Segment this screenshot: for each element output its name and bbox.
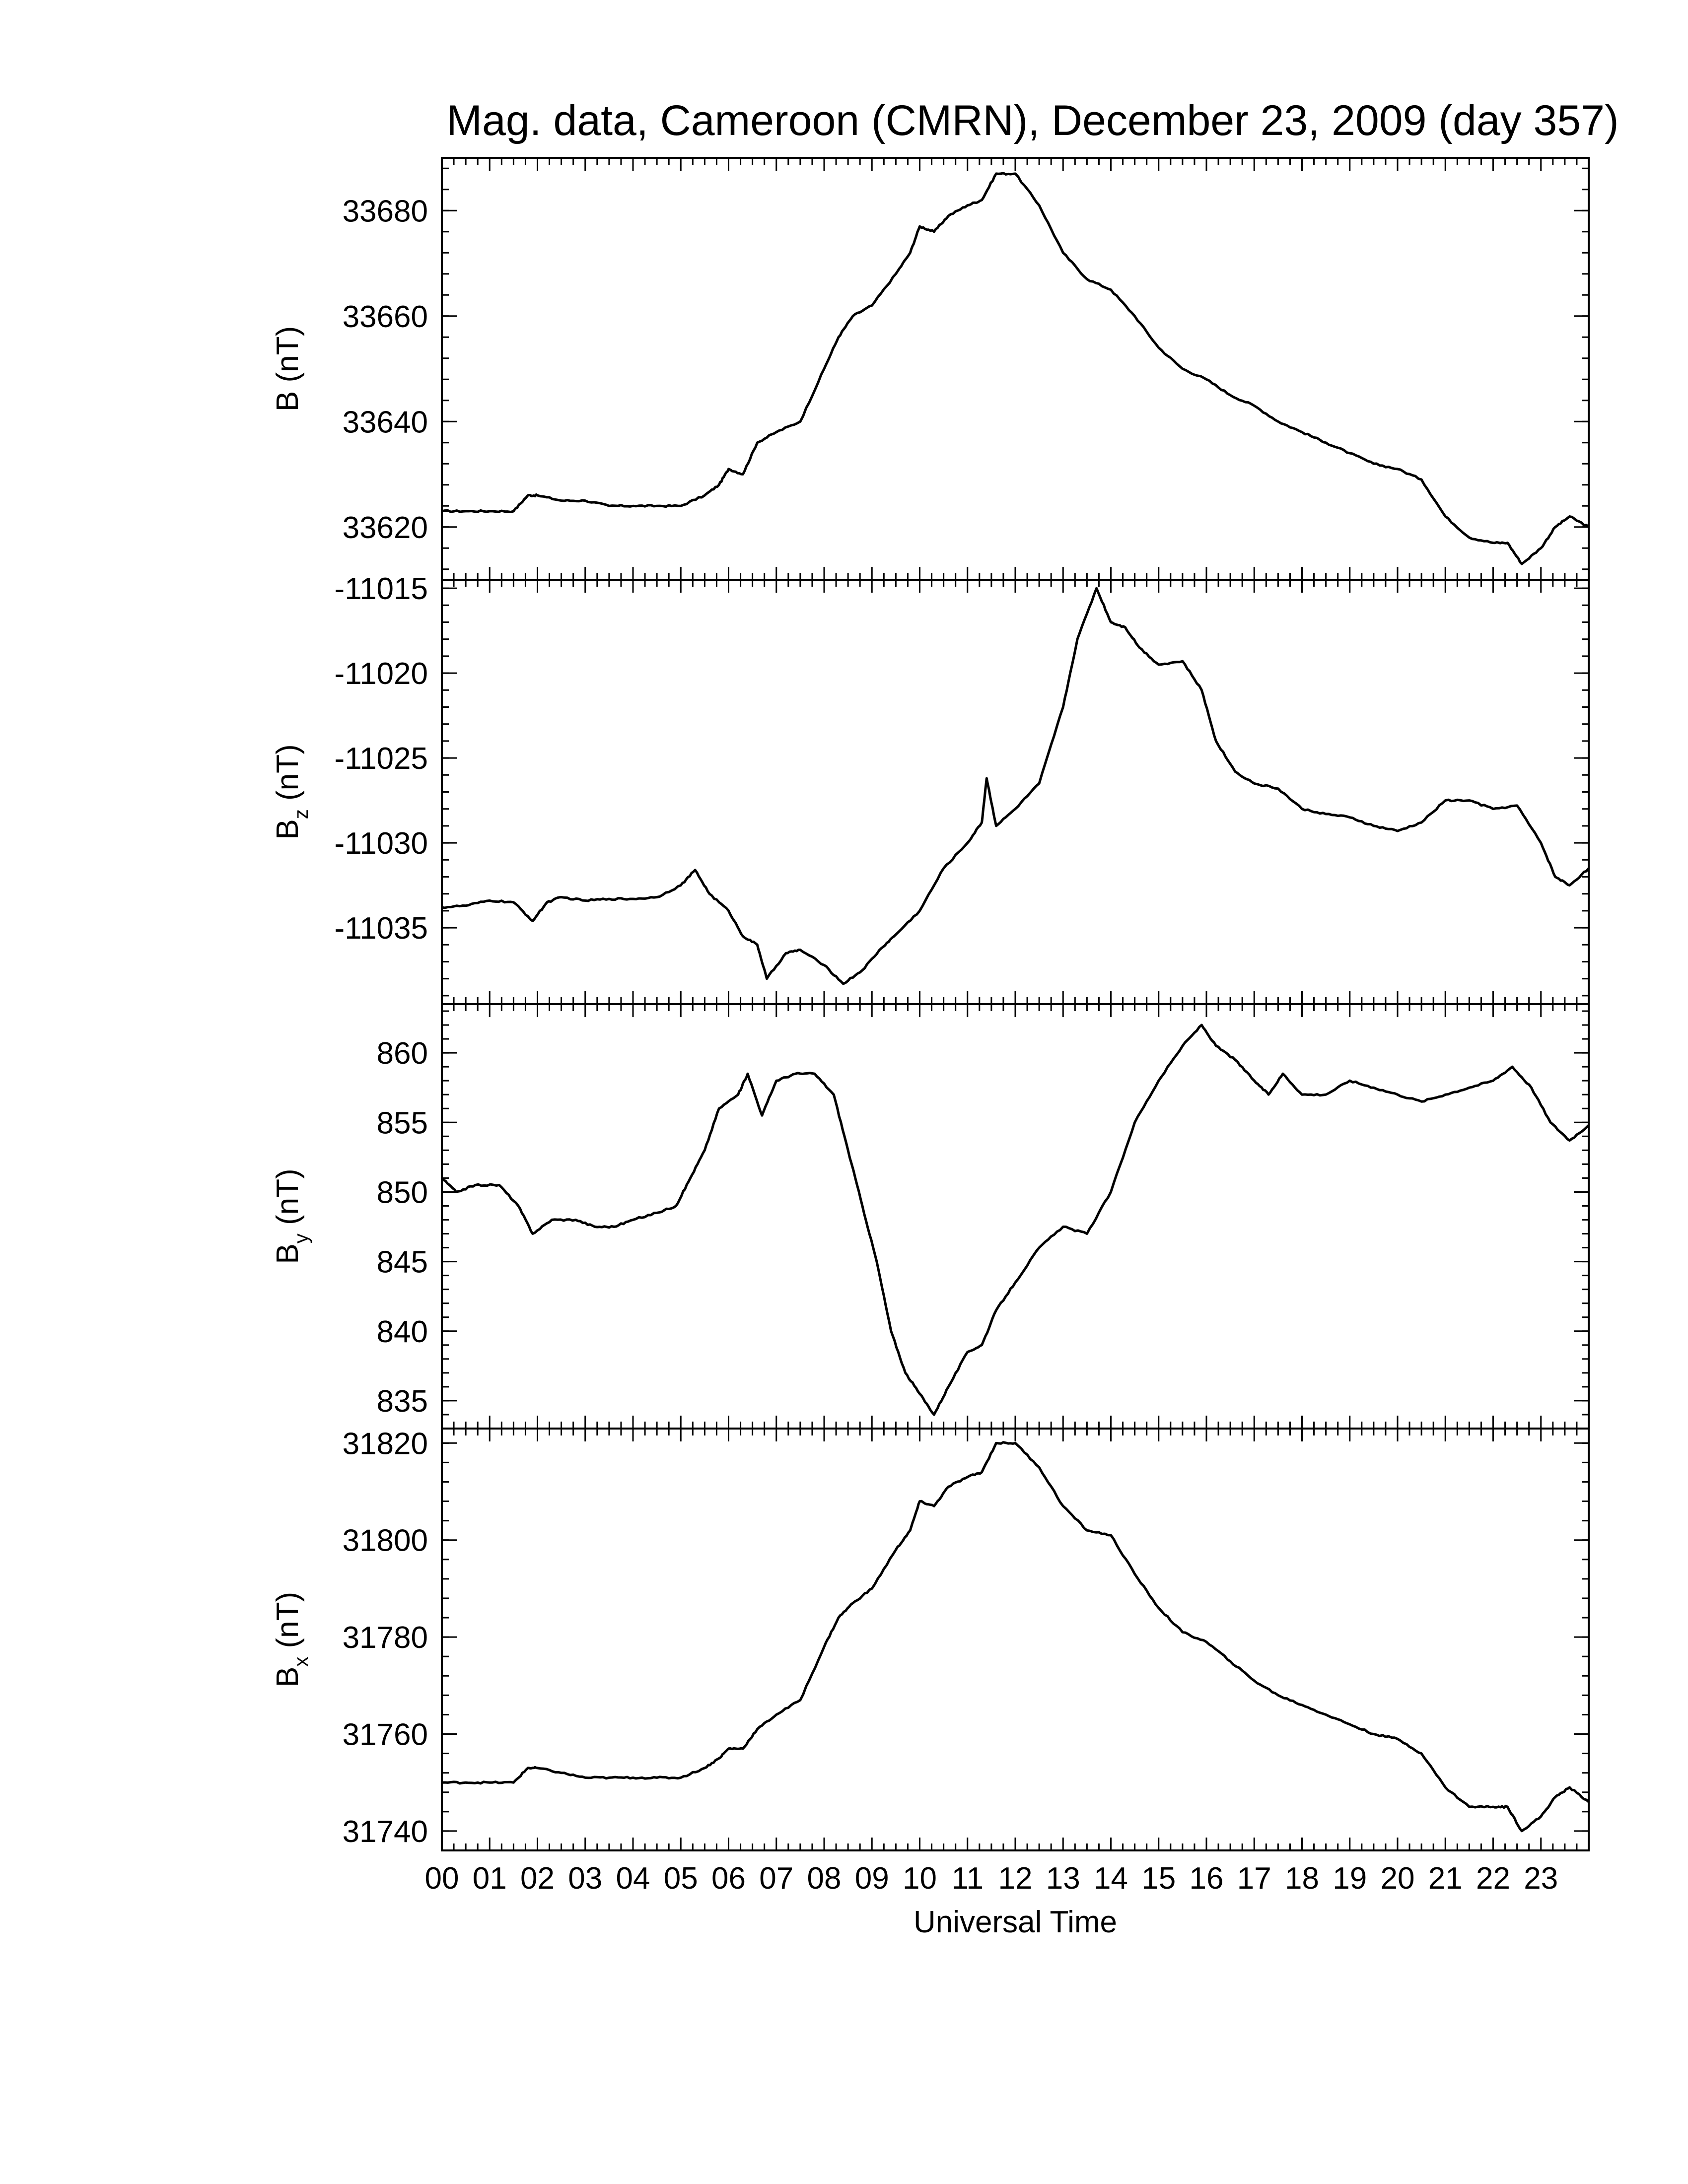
- x-tick-label: 06: [711, 1861, 746, 1896]
- series-line-B: [441, 172, 1590, 565]
- y-tick-label: 855: [377, 1106, 428, 1140]
- y-axis-label-main: B: [271, 1243, 305, 1264]
- x-tick-label: 12: [998, 1861, 1033, 1896]
- x-tick-label: 11: [952, 1861, 984, 1896]
- x-tick-labels: 00 01 02 03 04 05 06 07 08 09 10 11 12 13 14 15 16 17 18 19…: [425, 1861, 1558, 1896]
- chart-title: Mag. data, Cameroon (CMRN), December 23,…: [446, 97, 1618, 144]
- x-tick-label: 02: [520, 1861, 555, 1896]
- panel-By: 835 840 845 850 855 860 By (nT): [271, 1003, 1590, 1430]
- x-tick-label: 14: [1094, 1861, 1128, 1896]
- y-axis-label-subscript: x: [290, 1657, 312, 1667]
- series-line-Bz: [441, 587, 1590, 985]
- y-tick-label: 33640: [343, 405, 428, 439]
- x-tick-label: 10: [903, 1861, 937, 1896]
- y-axis-label-unit: (nT): [271, 1592, 305, 1657]
- x-tick-label: 01: [473, 1861, 507, 1896]
- x-tick-label: 09: [855, 1861, 889, 1896]
- x-tick-label: 07: [759, 1861, 793, 1896]
- y-axis-label-main: B: [271, 819, 305, 839]
- x-tick-label: 16: [1190, 1861, 1224, 1896]
- x-tick-label: 22: [1476, 1861, 1510, 1896]
- x-tick-label: 05: [664, 1861, 698, 1896]
- y-tick-label: -11030: [335, 826, 428, 861]
- y-tick-label: -11020: [335, 657, 428, 691]
- panel-frame-B: [441, 157, 1590, 581]
- x-tick-label: 18: [1285, 1861, 1319, 1896]
- y-tick-label: -11015: [335, 572, 428, 606]
- y-tick-label: 835: [377, 1384, 428, 1419]
- x-tick-label: 17: [1237, 1861, 1271, 1896]
- y-tick-label: 840: [377, 1315, 428, 1349]
- y-tick-label: 33660: [343, 300, 428, 334]
- y-tick-label: -11025: [335, 742, 428, 776]
- x-tick-label: 13: [1046, 1861, 1080, 1896]
- x-tick-label: 08: [807, 1861, 842, 1896]
- y-tick-label: 31780: [343, 1621, 428, 1655]
- x-tick-label: 19: [1333, 1861, 1367, 1896]
- x-tick-label: 00: [425, 1861, 459, 1896]
- y-axis-label-main: B: [271, 1667, 305, 1687]
- y-axis-label-By: By (nT): [271, 1168, 312, 1264]
- x-tick-label: 03: [568, 1861, 602, 1896]
- x-tick-label: 20: [1381, 1861, 1415, 1896]
- y-axis-label-unit: (nT): [271, 326, 305, 391]
- y-axis-label-Bx: Bx (nT): [271, 1592, 312, 1687]
- y-tick-label: 33620: [343, 511, 428, 545]
- y-tick-label: 33680: [343, 194, 428, 228]
- y-axis-label-Bz: Bz (nT): [271, 744, 312, 839]
- series-line-By: [441, 1024, 1590, 1416]
- y-tick-label: 850: [377, 1175, 428, 1210]
- y-tick-label: 31800: [343, 1524, 428, 1558]
- y-tick-label: -11035: [335, 911, 428, 946]
- panel-Bz: -11035 -11030 -11025 -11020 -11015 Bz (nT): [271, 572, 1590, 1005]
- panel-frame-Bx: [441, 1428, 1590, 1851]
- panel-frame-By: [441, 1003, 1590, 1430]
- x-tick-label: 04: [616, 1861, 650, 1896]
- y-axis-label-subscript: z: [290, 809, 312, 819]
- y-tick-label: 31760: [343, 1718, 428, 1752]
- y-axis-label-subscript: y: [290, 1233, 312, 1243]
- y-tick-label: 860: [377, 1036, 428, 1071]
- x-tick-label: 21: [1428, 1861, 1463, 1896]
- y-tick-label: 31740: [343, 1815, 428, 1849]
- panel-Bx: 31740 31760 31780 31800 31820 Bx (nT): [271, 1427, 1590, 1851]
- y-tick-label: 31820: [343, 1427, 428, 1461]
- panel-frame-Bz: [441, 579, 1590, 1005]
- series-line-Bx: [441, 1441, 1590, 1833]
- x-tick-label: 23: [1524, 1861, 1558, 1896]
- panel-B: 33620 33640 33660 33680 B (nT): [271, 157, 1590, 581]
- y-axis-label-unit: (nT): [271, 1168, 305, 1233]
- y-axis-label-B: B (nT): [271, 326, 305, 411]
- y-tick-label: 845: [377, 1245, 428, 1280]
- y-axis-label-unit: (nT): [271, 744, 305, 809]
- x-tick-label: 15: [1141, 1861, 1176, 1896]
- y-axis-label-main: B: [271, 391, 305, 411]
- x-axis-label: Universal Time: [914, 1905, 1117, 1939]
